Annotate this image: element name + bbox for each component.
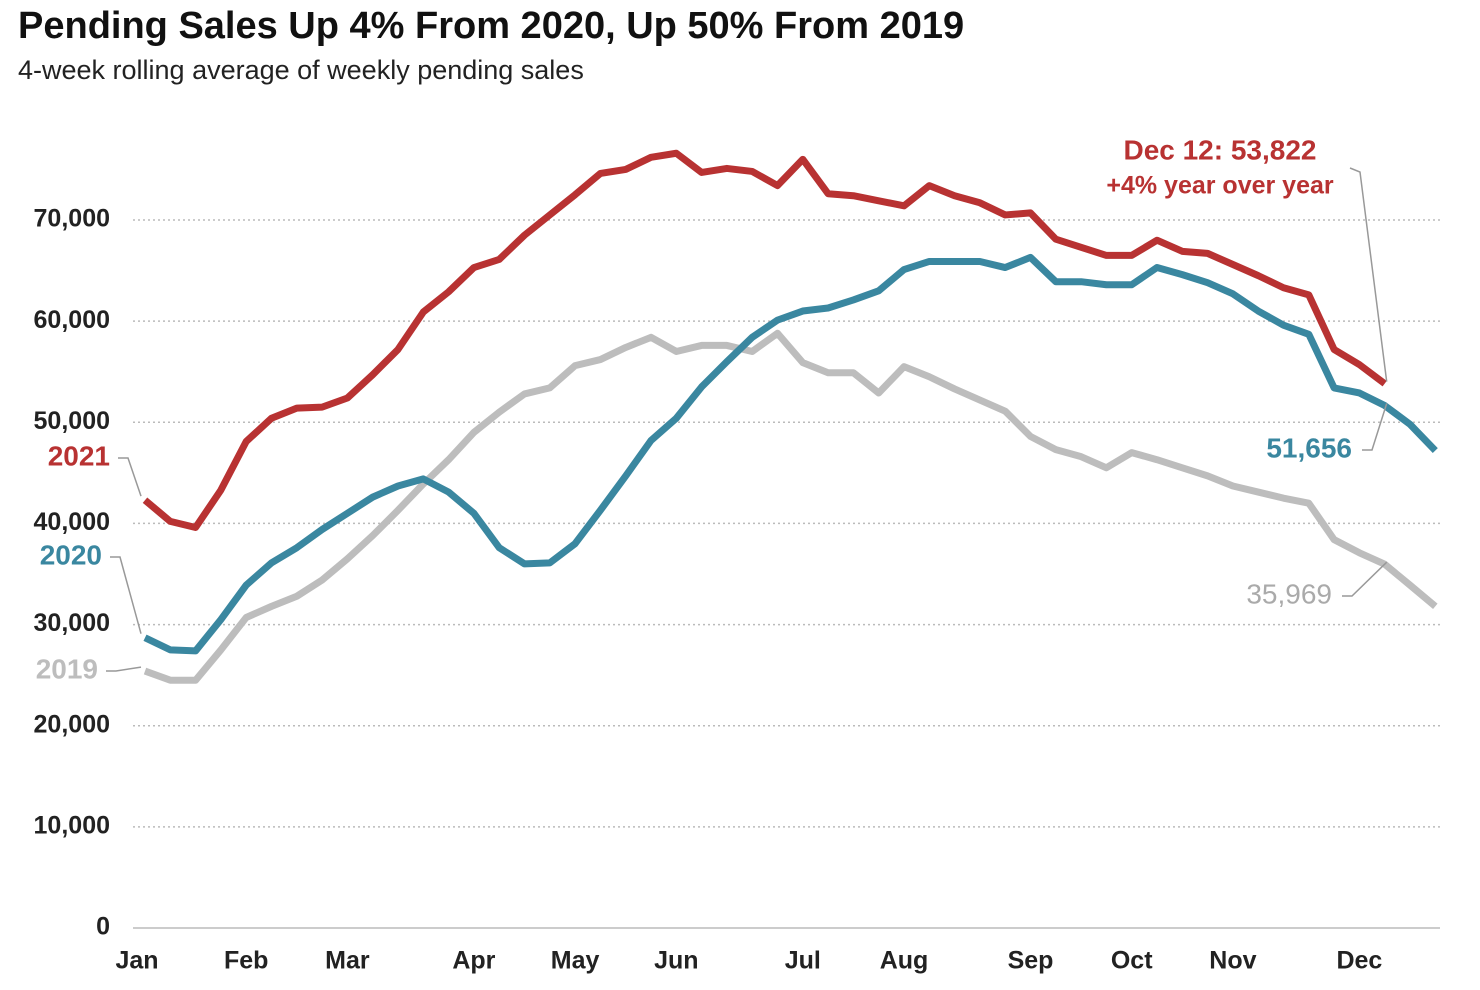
value-label: 51,656 xyxy=(1266,432,1352,463)
series-label: 2021 xyxy=(48,440,110,471)
leader-line xyxy=(1342,561,1388,597)
x-tick-label: Oct xyxy=(1111,947,1153,975)
annotation: +4% year over year xyxy=(1106,172,1334,200)
leader-line xyxy=(1349,167,1388,382)
line-series xyxy=(143,253,1438,655)
y-tick-label: 10,000 xyxy=(34,811,110,839)
leader-line xyxy=(106,666,142,672)
x-tick-label: Dec xyxy=(1336,947,1382,975)
x-tick-label: Nov xyxy=(1209,947,1256,975)
x-tick-label: May xyxy=(551,947,600,975)
line-series xyxy=(143,329,1438,684)
x-tick-label: Apr xyxy=(452,947,495,975)
y-tick-label: 70,000 xyxy=(34,205,110,233)
chart-title: Pending Sales Up 4% From 2020, Up 50% Fr… xyxy=(18,5,964,47)
y-tick-label: 40,000 xyxy=(34,508,110,536)
leader-line xyxy=(118,457,142,497)
series-label: 2020 xyxy=(40,539,102,570)
x-tick-label: Jan xyxy=(115,947,158,975)
value-label: Dec 12: 53,822 xyxy=(1123,134,1316,165)
y-tick-label: 30,000 xyxy=(34,609,110,637)
chart-subtitle: 4-week rolling average of weekly pending… xyxy=(18,55,584,85)
value-label: 35,969 xyxy=(1246,578,1332,609)
x-tick-label: Aug xyxy=(880,947,929,975)
series-label: 2019 xyxy=(36,653,98,684)
x-tick-label: Feb xyxy=(224,947,268,975)
y-tick-label: 60,000 xyxy=(34,306,110,334)
leader-line xyxy=(1362,403,1388,451)
leader-line xyxy=(110,556,142,634)
y-tick-label: 0 xyxy=(96,913,110,941)
y-tick-label: 50,000 xyxy=(34,407,110,435)
line-series xyxy=(142,149,1387,531)
x-tick-label: Jul xyxy=(785,947,821,975)
x-tick-label: Jun xyxy=(654,947,698,975)
x-tick-label: Mar xyxy=(325,947,370,975)
x-tick-label: Sep xyxy=(1008,947,1054,975)
y-tick-label: 20,000 xyxy=(34,710,110,738)
